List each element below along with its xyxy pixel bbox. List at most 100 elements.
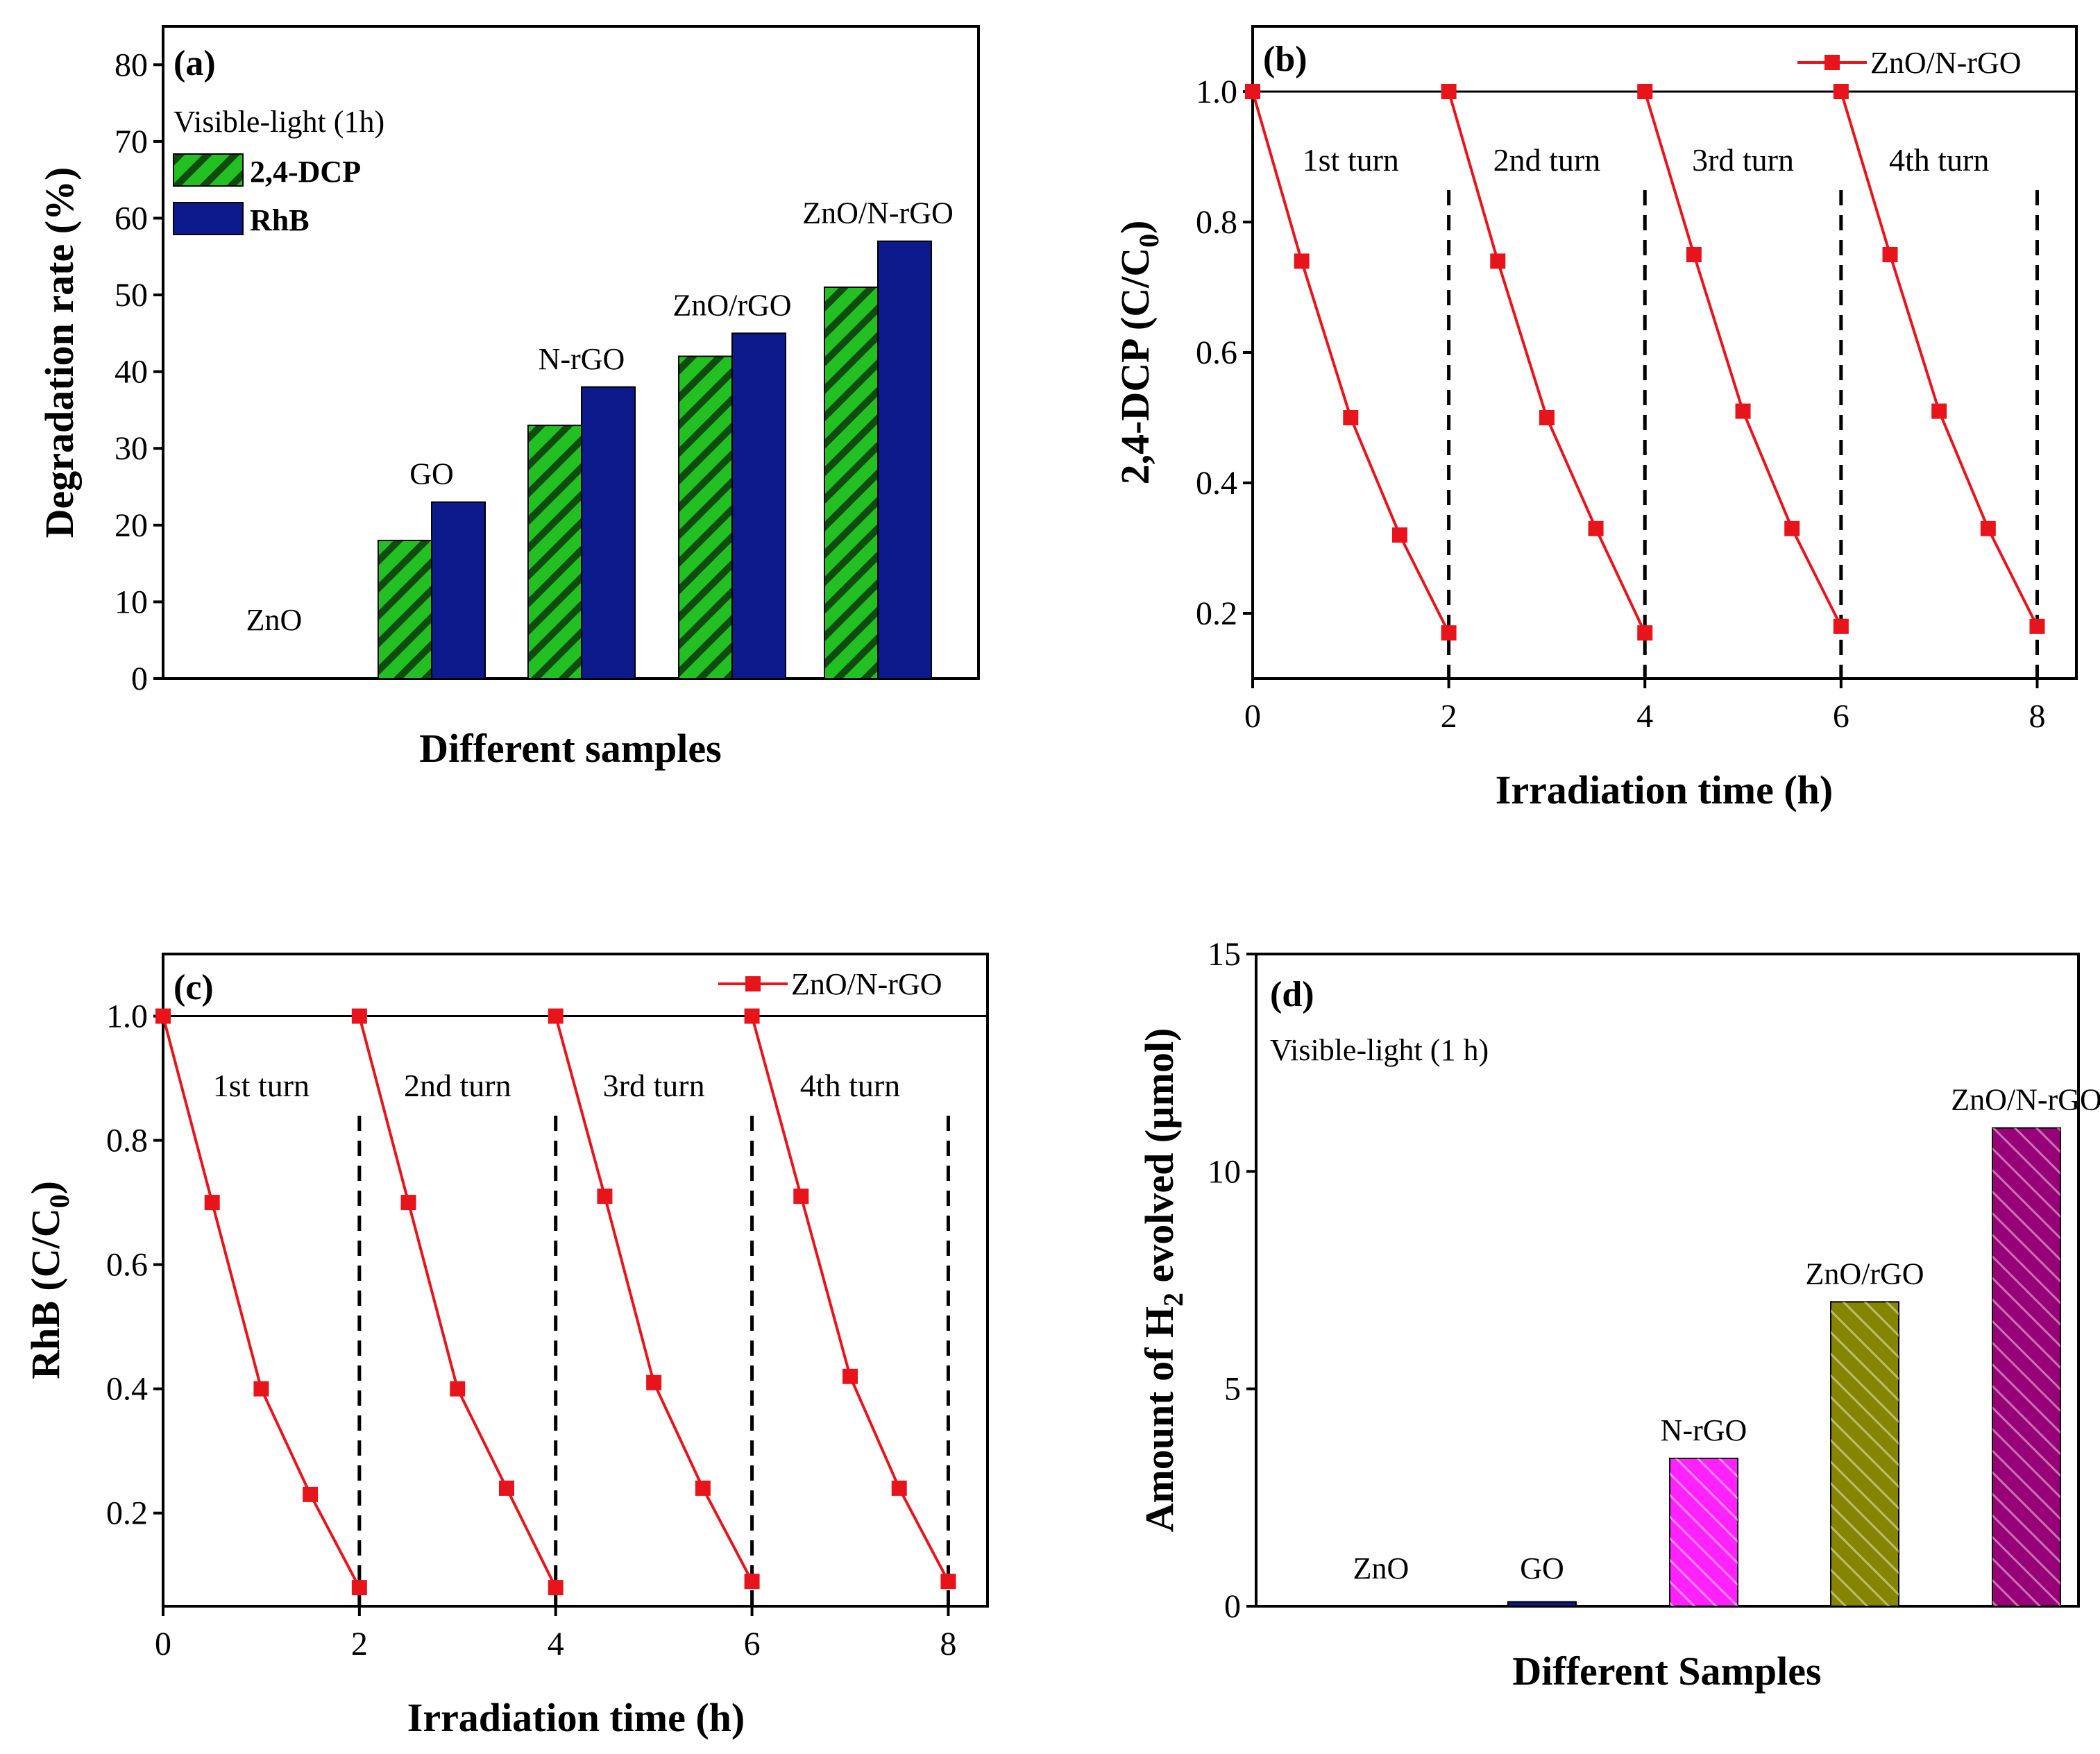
panel-c-ylabel-main: RhB (C/C [23,1208,68,1379]
panel-b-legend: ZnO/N-rGO [1797,46,2022,80]
bar-dcp [824,287,879,679]
data-point [303,1486,319,1502]
bar-h2 [1507,1601,1577,1608]
bar-rhb [581,386,636,679]
legend-label-b: ZnO/N-rGO [1870,46,2022,80]
data-point [842,1368,858,1384]
category-label-d: GO [1520,1551,1564,1585]
panel-b-ylabel: 2,4-DCP (C/C0) [1112,221,1165,485]
data-point [1882,247,1898,262]
y-tick-label-d: 10 [1208,1153,1241,1190]
panel-c-ylabel-sub: 0 [44,1194,75,1208]
data-point [1539,410,1555,425]
data-point [1637,625,1653,641]
bar-rhb [431,501,486,679]
y-tick-label-d: 15 [1208,936,1241,973]
category-label-a: ZnO/rGO [672,288,791,322]
y-tick-label: 0.6 [106,1247,148,1284]
x-tick-label: 2 [351,1626,368,1662]
category-label-d: ZnO/rGO [1805,1257,1924,1291]
data-point [793,1189,809,1204]
panel-d: (d) Visible-light (1 h) ZnO GO N-rGO ZnO/rG… [1137,936,2100,1694]
panel-d-bars: ZnO GO N-rGO ZnO/rGO ZnO/N-rGO [1353,1083,2100,1608]
y-tick-label: 0.2 [106,1495,148,1532]
panel-d-ylabel-sub: 2 [1158,1293,1189,1306]
data-point [1980,520,1996,536]
y-tick-label-a: 40 [115,354,148,391]
y-tick-label-d: 0 [1224,1588,1241,1625]
turn-label: 2nd turn [404,1068,511,1103]
panel-a-ylabel: Degradation rate (%) [37,167,82,538]
panel-c: (c) ZnO/N-rGO 0 2 4 6 8 0.2 0.4 0.6 0.8 1.0 1st tu… [23,953,989,1740]
panel-b: (b) ZnO/N-rGO 0 2 4 6 8 0.2 0.4 0.6 0.8 1.0 1st tu… [1112,25,2078,812]
legend-swatch-dcp [173,153,244,187]
y-tick-label: 0.8 [106,1123,148,1159]
panel-b-ylabel-sub: 0 [1133,234,1165,248]
turn-label: 3rd turn [603,1068,705,1103]
data-point [2029,618,2045,634]
panel-a: (a) Visible-light (1h) 2,4-DCP RhB ZnO GO… [37,25,980,771]
panel-c-ylabel: RhB (C/C0) [23,1181,75,1379]
y-tick-label-d: 5 [1224,1371,1241,1408]
panel-a-label: (a) [173,44,216,83]
panel-b-ylabel-main: 2,4-DCP (C/C [1112,248,1158,485]
bar-hatch [1670,1458,1738,1606]
bar-hatch [1831,1302,1899,1606]
panel-c-ylabel-end: ) [23,1181,68,1194]
data-point [204,1195,220,1211]
panel-d-ylabel: Amount of H2 evolved (µmol) [1137,1028,1189,1533]
y-tick-label: 0.2 [1196,595,1237,632]
data-point [1588,520,1604,536]
data-point [351,1008,367,1024]
panel-a-xlabel: Different samples [419,726,721,771]
panel-d-xlabel: Different Samples [1512,1649,1821,1694]
data-point [1686,247,1702,262]
data-point [891,1480,907,1496]
legend-label-dcp: 2,4-DCP [250,155,361,189]
data-point [1833,618,1849,634]
data-point [1294,253,1310,269]
panel-a-bars: ZnO GO N-rGO ZnO/rGO ZnO/N-rGO [246,196,954,680]
panel-c-plot: 0 2 4 6 8 0.2 0.4 0.6 0.8 1.0 1st turn 2nd turn 3rd … [106,998,988,1662]
data-point [253,1381,269,1397]
data-point [744,1008,760,1024]
y-tick-label-a: 20 [115,507,148,544]
legend-label-rhb: RhB [250,203,310,237]
panel-a-legend: 2,4-DCP RhB [173,153,361,237]
bar-dcp [678,355,733,679]
data-point [646,1374,662,1390]
data-point [400,1195,416,1211]
panel-d-ylabel-main: Amount of H [1137,1306,1182,1532]
y-tick-label-a: 80 [115,46,148,83]
y-tick-label-a: 60 [115,200,148,237]
legend-marker-b [1824,55,1840,70]
panel-c-frame [162,953,989,1608]
data-point [1833,84,1849,99]
data-point [155,1008,171,1024]
panel-c-legend: ZnO/N-rGO [718,967,942,1001]
panel-a-note: Visible-light (1h) [173,105,384,139]
bar-dcp [527,425,582,679]
data-point [450,1381,466,1397]
y-tick-label: 0.8 [1196,204,1237,241]
data-point [1343,410,1359,425]
x-tick-label: 6 [744,1626,761,1662]
y-tick-label-a: 70 [115,124,148,160]
category-label-d: N-rGO [1661,1413,1747,1447]
data-point [1490,253,1506,269]
category-label-a: GO [409,457,454,491]
data-point [1441,84,1457,99]
panel-d-frame [1255,953,2080,1608]
x-tick-label: 4 [548,1626,564,1662]
x-tick-label: 0 [155,1626,171,1662]
category-label-d: ZnO/N-rGO [1951,1083,2100,1117]
turn-label: 1st turn [213,1068,310,1103]
data-point [499,1480,514,1496]
data-point [548,1008,564,1024]
bar-hatch [1992,1127,2060,1606]
panel-b-plot: 0 2 4 6 8 0.2 0.4 0.6 0.8 1.0 1st turn 2nd turn 3rd … [1196,74,2076,735]
panel-d-ylabel-end: evolved (µmol) [1137,1028,1182,1293]
turn-label: 1st turn [1303,142,1399,178]
data-point [1245,84,1260,99]
